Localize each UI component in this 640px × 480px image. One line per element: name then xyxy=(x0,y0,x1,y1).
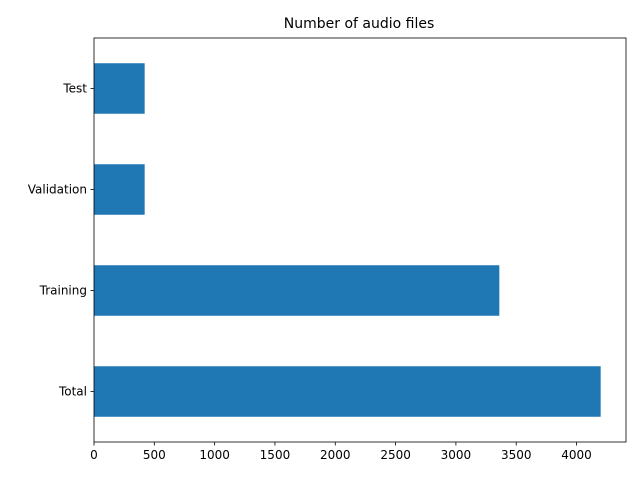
y-tick-label-total: Total xyxy=(58,385,87,399)
x-tick-label-3000: 3000 xyxy=(441,448,472,462)
x-tick-label-1000: 1000 xyxy=(199,448,230,462)
bar-validation xyxy=(94,164,145,215)
x-tick-label-0: 0 xyxy=(90,448,98,462)
x-tick-label-500: 500 xyxy=(143,448,166,462)
x-tick-label-1500: 1500 xyxy=(260,448,291,462)
x-tick-label-2000: 2000 xyxy=(320,448,351,462)
y-tick-label-validation: Validation xyxy=(28,183,87,197)
x-axis-ticks: 0 500 1000 1500 2000 2500 3000 3500 4000 xyxy=(90,442,592,462)
x-tick-label-4000: 4000 xyxy=(561,448,592,462)
x-tick-label-2500: 2500 xyxy=(380,448,411,462)
bar-test xyxy=(94,63,145,114)
bar-total xyxy=(94,366,601,417)
y-tick-label-test: Test xyxy=(62,82,87,96)
y-tick-label-training: Training xyxy=(39,284,87,298)
y-axis-ticks: Total Training Validation Test xyxy=(28,82,94,399)
bars-group xyxy=(94,63,601,417)
bar-training xyxy=(94,265,500,316)
plot-frame xyxy=(93,37,627,443)
x-tick-label-3500: 3500 xyxy=(501,448,532,462)
chart-title: Number of audio files xyxy=(284,16,435,32)
